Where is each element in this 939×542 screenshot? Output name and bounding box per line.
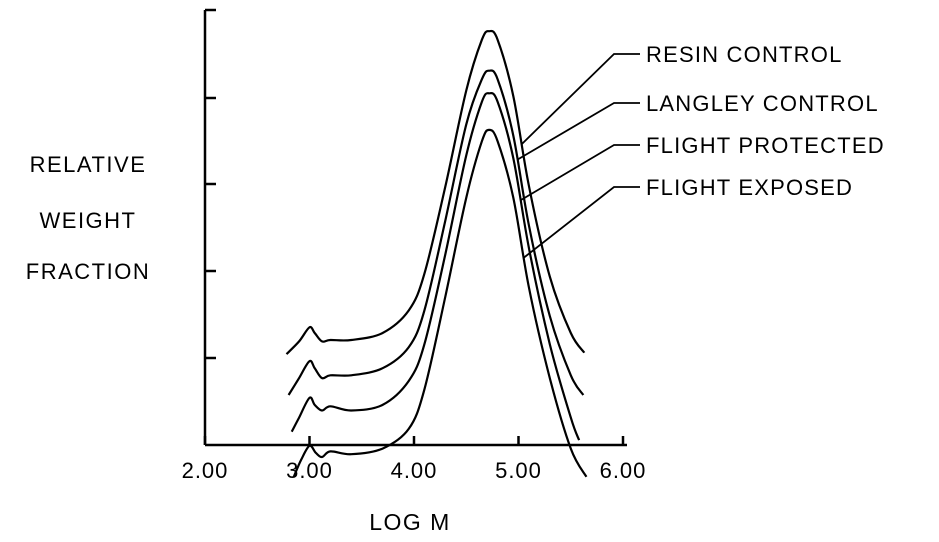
y-axis-label-line-3: FRACTION xyxy=(25,259,151,284)
x-tick-label-4: 6.00 xyxy=(600,458,647,483)
legend-label-2: FLIGHT PROTECTED xyxy=(646,133,885,158)
x-tick-label-2: 4.00 xyxy=(391,458,438,483)
x-tick-label-3: 5.00 xyxy=(495,458,542,483)
y-axis-label-line-1: RELATIVE xyxy=(29,152,147,177)
series-line-1 xyxy=(287,69,585,396)
x-tick-label-0: 2.00 xyxy=(182,458,229,483)
x-tick-label-1: 3.00 xyxy=(286,458,333,483)
legend-leader-3 xyxy=(523,186,640,259)
legend-label-1: LANGLEY CONTROL xyxy=(646,91,879,116)
x-tick-labels: 2.00 3.00 4.00 5.00 6.00 xyxy=(182,458,647,483)
series-line-0 xyxy=(285,29,586,355)
y-axis-label-line-2: WEIGHT xyxy=(39,208,137,233)
x-axis-title: LOG M xyxy=(369,509,451,535)
legend-leader-1 xyxy=(516,102,640,161)
legend-leader-2 xyxy=(520,144,640,202)
series-line-3 xyxy=(292,128,588,478)
legend-label-0: RESIN CONTROL xyxy=(646,42,843,67)
legend-leader-0 xyxy=(521,53,640,145)
axes xyxy=(203,8,627,447)
series-line-2 xyxy=(290,91,581,441)
legend-label-3: FLIGHT EXPOSED xyxy=(646,175,853,200)
legend-callouts: RESIN CONTROL LANGLEY CONTROL FLIGHT PROTE… xyxy=(516,42,885,259)
curves xyxy=(285,29,588,478)
